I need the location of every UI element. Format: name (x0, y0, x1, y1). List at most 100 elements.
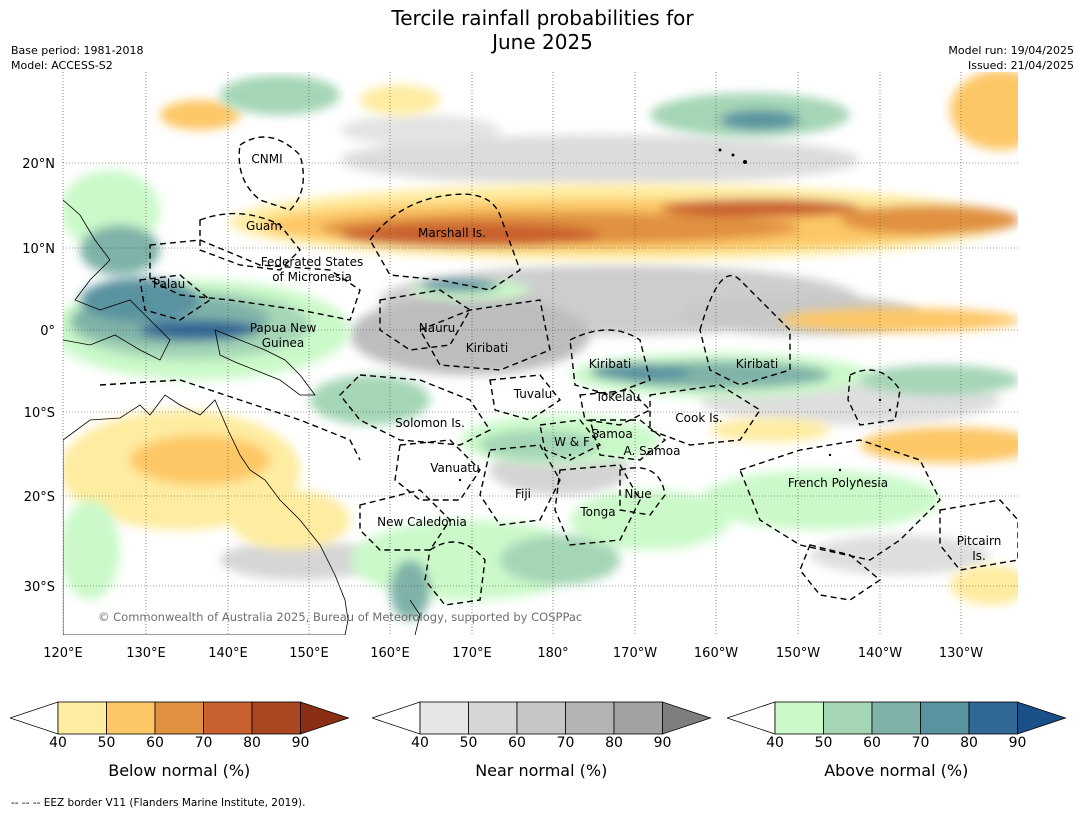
region-label: Tokelau (595, 390, 641, 404)
colorbar-1 (372, 701, 712, 735)
meta-right: Model run: 19/04/2025 Issued: 21/04/2025 (948, 43, 1074, 73)
lon-tick-label: 140°E (208, 646, 248, 661)
lat-tick-label: 10°S (24, 406, 55, 421)
lat-tick-label: 20°S (24, 490, 55, 505)
colorbar-segment (419, 701, 469, 735)
region-label: CNMI (251, 152, 282, 166)
region-label: Cook Is. (675, 411, 722, 425)
colorbar-segment (920, 701, 970, 735)
region-label: Tuvalu (513, 387, 553, 401)
eez-borders (99, 136, 1018, 606)
colorbar-tick-label: 50 (459, 735, 478, 751)
region-label: Marshall Is. (418, 226, 486, 240)
model-run: Model run: 19/04/2025 (948, 44, 1074, 57)
region-label: Federated States of Micronesia (261, 255, 363, 284)
region-label: Pitcairn Is. (957, 534, 1002, 563)
colorbar-tick-label: 80 (960, 735, 978, 751)
meta-left: Base period: 1981-2018 Model: ACCESS-S2 (11, 43, 143, 73)
colorbar-segment (57, 701, 107, 735)
australia-coastline (63, 394, 349, 635)
lon-tick-label: 140°W (858, 646, 902, 661)
region-label: Papua New Guinea (250, 321, 317, 350)
lon-tick-label: 130°W (939, 646, 983, 661)
region-label: Samoa (591, 427, 632, 441)
title-line2: June 2025 (492, 30, 593, 54)
chart-title: Tercile rainfall probabilities for June … (0, 6, 1085, 54)
lon-tick-label: 150°W (776, 646, 820, 661)
lon-tick-label: 170°E (452, 646, 492, 661)
region-label: Kiribati (736, 357, 778, 371)
region-label: Nauru (419, 321, 455, 335)
region-labels: CNMI Guam Marshall Is. Federated States of M… (153, 152, 1001, 563)
colorbar-segment (613, 701, 663, 735)
colorbar-0 (10, 701, 350, 735)
colorbar-segment (203, 701, 253, 735)
lat-tick-label: 0° (40, 324, 55, 339)
colorbar-tick-label: 80 (605, 735, 623, 751)
eez-footnote: -- -- -- EEZ border V11 (Flanders Marine… (11, 797, 306, 809)
region-label: A. Samoa (624, 444, 681, 458)
region-label: Niue (624, 487, 651, 501)
colorbar-segment (106, 701, 156, 735)
colorbar-title: Above normal (%) (824, 761, 969, 780)
colorbar-tick-label: 80 (243, 735, 261, 751)
colorbar-tick-label: 60 (508, 735, 526, 751)
colorbar-extend-high (300, 701, 350, 735)
colorbar-segment (823, 701, 873, 735)
copyright-note: © Commonwealth of Australia 2025, Bureau… (98, 610, 582, 624)
colorbar-tick-label: 40 (49, 735, 67, 751)
region-label: Tonga (579, 505, 615, 519)
colorbar-tick-label: 50 (814, 735, 833, 751)
lon-tick-label: 160°W (694, 646, 738, 661)
lat-tick-label: 10°N (22, 242, 55, 257)
papua-new-guinea-coastline (214, 329, 316, 396)
colorbar-tick-label: 50 (97, 735, 116, 751)
region-label: New Caledonia (377, 515, 467, 529)
colorbar-extend-low (10, 701, 59, 735)
new-zealand-coastline (409, 599, 421, 635)
colorbar-tick-label: 90 (291, 735, 310, 751)
colorbar-title: Below normal (%) (108, 761, 251, 780)
colorbar-tick-label: 40 (411, 735, 429, 751)
rainfall-map: CNMI Guam Marshall Is. Federated States of M… (22, 72, 1018, 661)
colorbar-segment (516, 701, 566, 735)
colorbar-tick-label: 60 (863, 735, 881, 751)
base-period: Base period: 1981-2018 (11, 44, 144, 57)
colorbar-extend-high (662, 701, 712, 735)
southeast-asia-coastline (63, 199, 171, 361)
colorbar-title: Near normal (%) (475, 761, 608, 780)
below-normal-areas (63, 72, 1018, 605)
lon-tick-label: 160°E (370, 646, 410, 661)
colorbar-2 (727, 701, 1067, 735)
title-line1: Tercile rainfall probabilities for (391, 6, 694, 30)
lon-tick-label: 130°E (126, 646, 166, 661)
colorbar-tick-label: 90 (1008, 735, 1027, 751)
lon-tick-label: 170°W (613, 646, 657, 661)
lat-tick-label: 20°N (22, 157, 55, 172)
model-name: Model: ACCESS-S2 (11, 59, 113, 72)
region-label: French Polynesia (788, 476, 888, 490)
region-label: Solomon Is. (395, 416, 465, 430)
colorbar-segment (468, 701, 518, 735)
colorbar-segment (154, 701, 204, 735)
colorbar-segment (968, 701, 1018, 735)
lon-tick-label: 180° (537, 646, 568, 661)
colorbar-segment (774, 701, 824, 735)
colorbar-segment (251, 701, 301, 735)
map-gridlines (62, 72, 1018, 635)
colorbar-extend-high (1017, 701, 1067, 735)
lat-tick-label: 30°S (24, 580, 55, 595)
region-label: Fiji (515, 487, 531, 501)
region-label: Palau (153, 277, 185, 291)
issued-date: Issued: 21/04/2025 (967, 59, 1074, 72)
region-label: Kiribati (589, 357, 631, 371)
colorbar-tick-label: 70 (556, 735, 575, 751)
colorbar-extend-low (372, 701, 421, 735)
region-label: W & F (554, 435, 590, 449)
lon-tick-label: 120°E (43, 646, 83, 661)
axis-labels: 20°N 10°N 0° 10°S 20°S 30°S 120°E 130°E 140°E 150… (22, 157, 983, 661)
colorbar-segment (565, 701, 615, 735)
colorbar-tick-label: 40 (766, 735, 784, 751)
colorbar-segment (871, 701, 921, 735)
colorbar-tick-label: 70 (911, 735, 930, 751)
